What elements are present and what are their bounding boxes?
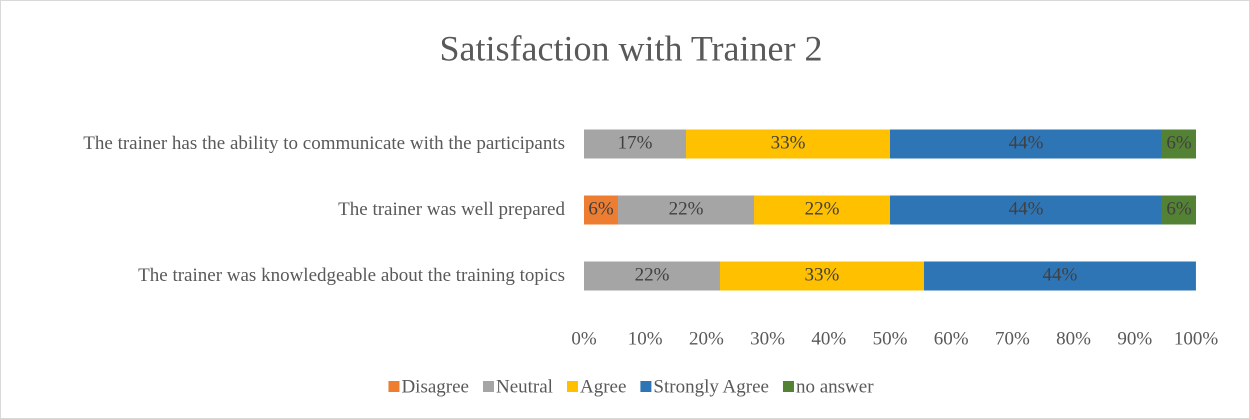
data-label: 22%	[669, 198, 704, 219]
legend-swatch	[640, 381, 652, 392]
category-label-text: The trainer was knowledgeable about the …	[138, 265, 565, 286]
x-tick-label: 50%	[873, 328, 908, 349]
bar-segment	[890, 129, 1162, 159]
legend-swatch	[782, 381, 794, 392]
bar-segment	[584, 261, 720, 291]
x-tick-label: 20%	[689, 328, 724, 349]
x-tick-label: 100%	[1174, 328, 1219, 349]
bar-segment	[1161, 195, 1196, 225]
data-label: 33%	[805, 264, 840, 285]
chart-title: Satisfaction with Trainer 2	[440, 28, 823, 68]
bar-segment	[923, 261, 1196, 291]
legend-swatch	[388, 381, 400, 392]
bar-segment	[719, 261, 924, 291]
bar-segment	[618, 195, 755, 225]
x-tick-label: 10%	[628, 328, 663, 349]
category-label: The trainer was well prepared	[5, 198, 565, 222]
category-label-text: The trainer was well prepared	[338, 199, 565, 220]
x-tick-label: 0%	[571, 328, 597, 349]
x-tick-label: 80%	[1056, 328, 1091, 349]
legend-label: Strongly Agree	[653, 376, 769, 397]
legend-label: no answer	[796, 376, 874, 397]
legend-label: Disagree	[401, 376, 469, 397]
data-label: 33%	[771, 132, 806, 153]
data-label: 22%	[805, 198, 840, 219]
legend-label: Neutral	[496, 376, 553, 397]
data-label: 44%	[1009, 132, 1044, 153]
bar-segment	[584, 129, 687, 159]
data-label: 17%	[618, 132, 653, 153]
x-tick-label: 70%	[995, 328, 1030, 349]
data-label: 44%	[1009, 198, 1044, 219]
x-tick-label: 30%	[750, 328, 785, 349]
bar-segment	[584, 195, 619, 225]
category-label-text: The trainer has the ability to communica…	[83, 133, 565, 154]
bar-segment	[890, 195, 1162, 225]
bar-segment	[754, 195, 890, 225]
data-label: 6%	[588, 198, 614, 219]
legend-label: Agree	[580, 376, 626, 397]
category-label: The trainer was knowledgeable about the …	[5, 264, 565, 288]
x-tick-label: 90%	[1117, 328, 1152, 349]
data-label: 6%	[1166, 132, 1192, 153]
legend-swatch	[566, 381, 578, 392]
bar-segment	[1161, 129, 1196, 159]
legend-swatch	[482, 381, 494, 392]
category-label: The trainer has the ability to communica…	[5, 132, 565, 156]
data-label: 44%	[1043, 264, 1078, 285]
x-tick-label: 40%	[811, 328, 846, 349]
bar-segment	[686, 129, 890, 159]
data-label: 6%	[1166, 198, 1192, 219]
x-tick-label: 60%	[934, 328, 969, 349]
data-label: 22%	[635, 264, 670, 285]
